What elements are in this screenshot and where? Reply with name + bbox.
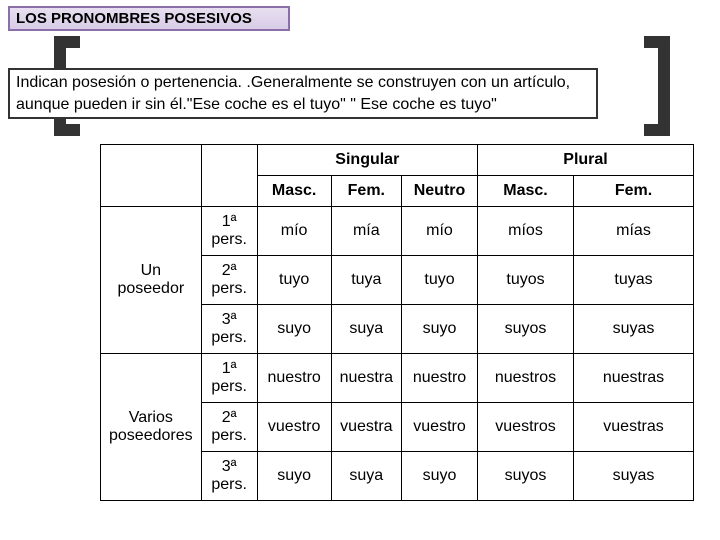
person-label: 1ª pers.	[201, 207, 257, 256]
person-label: 1ª pers.	[201, 354, 257, 403]
cell: nuestro	[257, 354, 331, 403]
cell: tuyas	[574, 256, 694, 305]
person-label: 3ª pers.	[201, 305, 257, 354]
cell: suyo	[402, 305, 478, 354]
person-label: 2ª pers.	[201, 256, 257, 305]
cell: suya	[331, 305, 401, 354]
table-row: Un poseedor 1ª pers. mío mía mío míos mí…	[101, 207, 694, 256]
cell: suyos	[478, 305, 574, 354]
empty-cell	[201, 145, 257, 207]
header-plural: Plural	[478, 145, 694, 176]
cell: nuestros	[478, 354, 574, 403]
header-singular: Singular	[257, 145, 477, 176]
header-fem-sing: Fem.	[331, 176, 401, 207]
header-fem-plur: Fem.	[574, 176, 694, 207]
cell: tuyo	[402, 256, 478, 305]
cell: vuestros	[478, 403, 574, 452]
cell: nuestras	[574, 354, 694, 403]
page-title: LOS PRONOMBRES POSESIVOS	[8, 6, 290, 31]
cell: mía	[331, 207, 401, 256]
description-text: Indican posesión o pertenencia. .General…	[8, 68, 598, 119]
cell: suyo	[402, 452, 478, 501]
cell: suyas	[574, 305, 694, 354]
cell: suyo	[257, 452, 331, 501]
possessive-table: Singular Plural Masc. Fem. Neutro Masc. …	[100, 144, 694, 501]
cell: suya	[331, 452, 401, 501]
cell: suyos	[478, 452, 574, 501]
cell: míos	[478, 207, 574, 256]
table-row: Varios poseedores 1ª pers. nuestro nuest…	[101, 354, 694, 403]
cell: suyo	[257, 305, 331, 354]
cell: vuestro	[257, 403, 331, 452]
table-header-row-1: Singular Plural	[101, 145, 694, 176]
cell: mío	[402, 207, 478, 256]
header-masc-plur: Masc.	[478, 176, 574, 207]
cell: mías	[574, 207, 694, 256]
header-neutro: Neutro	[402, 176, 478, 207]
header-masc-sing: Masc.	[257, 176, 331, 207]
cell: nuestro	[402, 354, 478, 403]
person-label: 3ª pers.	[201, 452, 257, 501]
cell: nuestra	[331, 354, 401, 403]
cell: mío	[257, 207, 331, 256]
cell: vuestro	[402, 403, 478, 452]
bracket-right	[644, 36, 670, 136]
possessor-label: Un poseedor	[101, 207, 202, 354]
cell: vuestras	[574, 403, 694, 452]
cell: tuya	[331, 256, 401, 305]
cell: tuyos	[478, 256, 574, 305]
cell: tuyo	[257, 256, 331, 305]
cell: suyas	[574, 452, 694, 501]
possessor-label: Varios poseedores	[101, 354, 202, 501]
person-label: 2ª pers.	[201, 403, 257, 452]
empty-cell	[101, 145, 202, 207]
cell: vuestra	[331, 403, 401, 452]
